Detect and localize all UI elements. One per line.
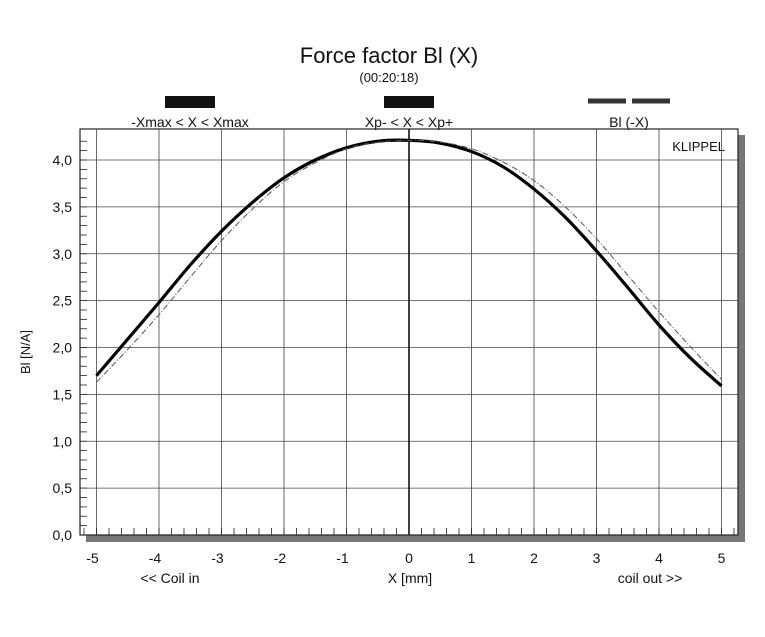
- y-axis-label: Bl [N/A]: [18, 330, 33, 374]
- x-right-label: coil out >>: [618, 570, 683, 586]
- series-layer: [95, 138, 723, 388]
- x-tick-label: -5: [86, 550, 99, 566]
- plot-shadow-bottom: [86, 535, 745, 542]
- y-tick-label: 0,0: [53, 527, 73, 543]
- x-left-label: << Coil in: [140, 570, 199, 586]
- legend-label-xmax: -Xmax < X < Xmax: [131, 114, 248, 130]
- x-tick-label: 2: [530, 550, 538, 566]
- chart-title: Force factor Bl (X): [300, 43, 478, 68]
- ytick-labels: 0,0 0,5 1,0 1,5 2,0 2,5 3,0 3,5 4,0: [53, 152, 73, 543]
- watermark-klippel: KLIPPEL: [672, 139, 725, 154]
- x-tick-label: 4: [655, 550, 663, 566]
- y-tick-label: 2,0: [53, 340, 73, 356]
- y-tick-label: 3,0: [53, 246, 73, 262]
- x-tick-label: 0: [405, 550, 413, 566]
- x-tick-label: 3: [593, 550, 601, 566]
- legend-label-bl-minus-x: Bl (-X): [609, 114, 649, 130]
- x-tick-label: -2: [274, 550, 287, 566]
- x-tick-label: -1: [336, 550, 349, 566]
- x-tick-label: 5: [718, 550, 726, 566]
- y-tick-label: 1,0: [53, 433, 73, 449]
- minor-ticks: [80, 140, 735, 536]
- x-tick-label: 1: [468, 550, 476, 566]
- y-tick-label: 0,5: [53, 480, 73, 496]
- x-tick-label: -3: [211, 550, 224, 566]
- series-line-bl-minus-x: [96, 139, 722, 383]
- y-tick-label: 2,5: [53, 293, 73, 309]
- y-tick-label: 3,5: [53, 199, 73, 215]
- legend-label-xp: Xp- < X < Xp+: [365, 114, 453, 130]
- y-tick-label: 4,0: [53, 152, 73, 168]
- plot-shadow-right: [738, 135, 745, 542]
- legend-bar-xmax: [165, 96, 215, 108]
- legend: -Xmax < X < Xmax Xp- < X < Xp+ Bl (-X): [131, 96, 670, 130]
- legend-bar-xp: [384, 96, 434, 108]
- x-axis-label: X [mm]: [388, 570, 432, 586]
- chart-subtitle: (00:20:18): [359, 70, 418, 85]
- y-tick-label: 1,5: [53, 386, 73, 402]
- xtick-labels: -5 -4 -3 -2 -1 0 1 2 3 4 5: [86, 550, 725, 566]
- x-tick-label: -4: [149, 550, 162, 566]
